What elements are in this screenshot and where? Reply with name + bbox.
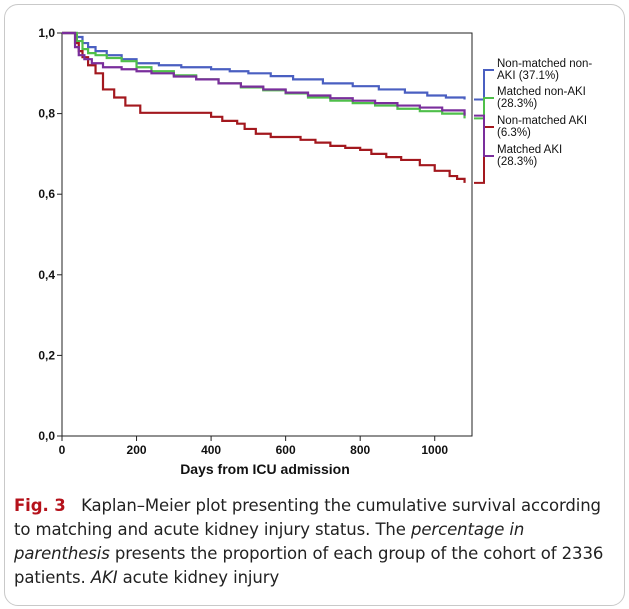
x-tick-label: 0 <box>59 443 66 457</box>
y-tick-label: 0,2 <box>38 348 55 362</box>
caption-italic-1: percentage in parenthesis <box>14 520 525 563</box>
caption-text-3: acute kidney injury <box>117 568 280 587</box>
figure-caption: Fig. 3 Kaplan–Meier plot presenting the … <box>14 494 614 590</box>
legend-label-1-line2: AKI (37.1%) <box>497 70 559 82</box>
x-tick-label: 800 <box>350 443 370 457</box>
chart-legend: Non-matched non-AKI (37.1%) Matched non-A… <box>474 58 592 184</box>
y-tick-label: 0,6 <box>38 187 55 201</box>
legend-label-3-line2: (6.3%) <box>497 127 531 139</box>
y-tick-label: 0,4 <box>38 268 55 282</box>
x-tick-label: 400 <box>201 443 221 457</box>
caption-italic-2: AKI <box>90 568 118 587</box>
figure-frame <box>4 4 625 606</box>
x-tick-label: 200 <box>127 443 147 457</box>
caption-text-2: presents the proportion of each group of… <box>14 544 604 587</box>
figure-label: Fig. 3 <box>14 496 66 515</box>
survival-curve-4 <box>62 31 466 116</box>
chart-axes: 0,0 0,2 0,4 0,6 0,8 1,0 0 200 400 600 800 1000 <box>38 26 473 457</box>
caption-text-1: Kaplan–Meier plot presenting the cumulat… <box>14 496 601 539</box>
legend-label-2-line2: (28.3%) <box>497 98 537 110</box>
legend-connector-4 <box>474 114 494 157</box>
legend-label-4-line2: (28.3%) <box>497 156 537 168</box>
legend-connector-2 <box>474 97 494 120</box>
x-axis-title: Days from ICU admission <box>180 461 350 477</box>
x-tick-label: 1000 <box>421 443 448 457</box>
y-tick-label: 1,0 <box>38 26 55 40</box>
survival-curve-1 <box>62 31 466 100</box>
y-tick-label: 0,0 <box>38 429 55 443</box>
legend-label-3-line1: Non-matched AKI <box>497 115 587 127</box>
x-tick-label: 600 <box>276 443 296 457</box>
legend-label-1-line1: Non-matched non- <box>497 58 592 70</box>
y-tick-label: 0,8 <box>38 107 55 121</box>
survival-curve-3 <box>62 31 466 183</box>
legend-connector-1 <box>474 69 494 101</box>
km-chart: 0,0 0,2 0,4 0,6 0,8 1,0 0 200 400 600 800 1000 Non-… <box>38 26 592 477</box>
survival-curves <box>62 31 466 183</box>
legend-label-4-line1: Matched AKI <box>497 144 562 156</box>
legend-label-2-line1: Matched non-AKI <box>497 86 586 98</box>
plot-frame <box>61 32 473 437</box>
